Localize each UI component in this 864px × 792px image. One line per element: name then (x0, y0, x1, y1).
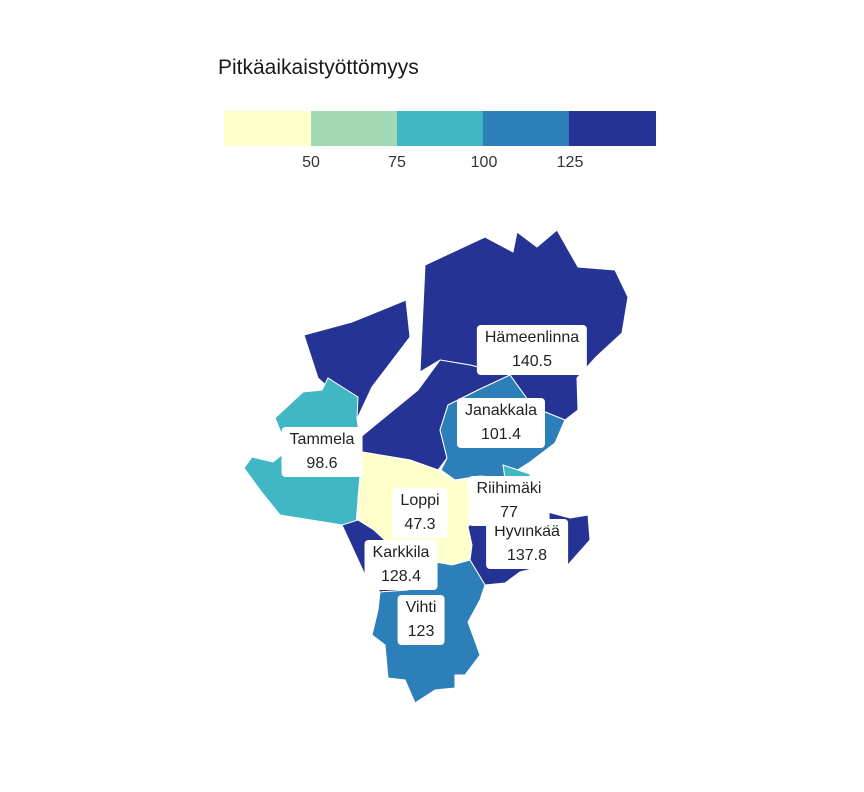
label-riihimaki: Riihimäki 77 (468, 476, 550, 526)
label-name: Tammela (289, 431, 355, 448)
label-value: 47.3 (404, 516, 436, 533)
label-value: 123 (407, 623, 435, 640)
label-value: 77 (500, 504, 518, 521)
label-value: 101.4 (480, 426, 522, 443)
label-value: 137.8 (506, 547, 548, 564)
legend-swatch-2 (311, 111, 398, 146)
label-tammela: Tammela 98.6 (281, 427, 363, 477)
label-karkkila: Karkkila 128.4 (364, 540, 438, 590)
label-value: 98.6 (306, 455, 338, 472)
legend-swatch-1 (224, 111, 311, 146)
label-value: 140.5 (511, 353, 553, 370)
legend-tick: 125 (556, 154, 584, 171)
legend-title: Pitkäaikaistyöttömyys (218, 56, 419, 79)
label-name: Karkkila (372, 544, 430, 561)
label-vihti: Vihti 123 (397, 595, 445, 645)
legend-tick: 50 (302, 154, 320, 171)
label-name: Hyvinkää (494, 523, 560, 540)
label-name: Loppi (400, 492, 440, 509)
label-name: Hämeenlinna (484, 329, 580, 346)
label-name: Riihimäki (476, 480, 542, 497)
label-loppi: Loppi 47.3 (392, 488, 448, 538)
label-hyvinkaa: Hyvinkää 137.8 (486, 519, 568, 569)
label-value: 128.4 (380, 568, 422, 585)
legend-swatch-4 (483, 111, 570, 146)
label-name: Janakkala (464, 402, 538, 419)
legend-swatch-3 (397, 111, 484, 146)
label-hameenlinna: Hämeenlinna 140.5 (476, 325, 588, 375)
legend-tick: 75 (388, 154, 406, 171)
legend-tick: 100 (470, 154, 498, 171)
legend-swatch-5 (569, 111, 656, 146)
label-name: Vihti (405, 599, 437, 616)
label-janakkala: Janakkala 101.4 (456, 398, 546, 448)
